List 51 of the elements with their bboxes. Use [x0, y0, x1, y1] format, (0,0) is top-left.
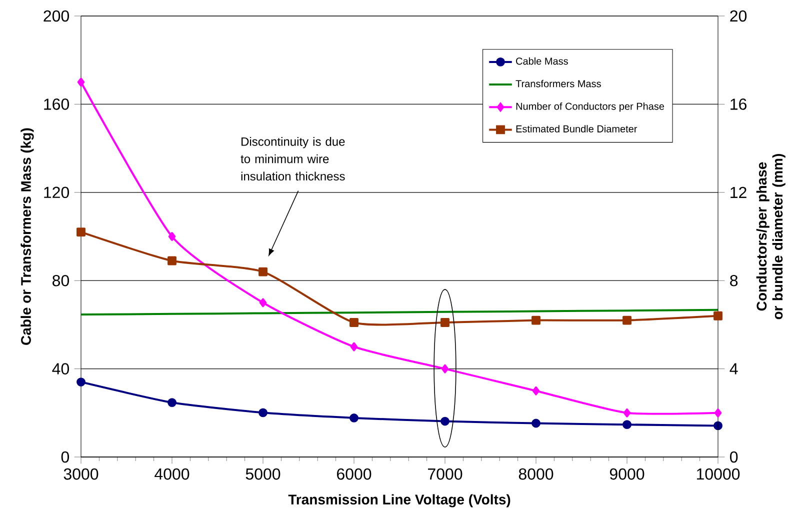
legend-label: Estimated Bundle Diameter — [516, 125, 638, 132]
x-tick-label: 9000 — [610, 468, 644, 480]
x-tick-label: 5000 — [246, 468, 280, 480]
y2-tick-label: 0 — [730, 451, 738, 463]
point — [258, 267, 268, 276]
x-tick-label: 10000 — [696, 468, 740, 480]
y2-axis-title: Conductors/per phase or bundle diameter (mm) — [756, 154, 786, 320]
y-tick-label: 80 — [52, 274, 70, 286]
legend-label: Cable Mass — [516, 57, 568, 65]
y2-tick-label: 16 — [730, 98, 746, 110]
x-axis-title: Transmission Line Voltage (Volts) — [288, 494, 510, 508]
y-tick-label: 40 — [52, 363, 70, 374]
point — [532, 386, 540, 396]
legend-label: Number of Conductors per Phase — [516, 102, 664, 112]
point — [623, 408, 631, 418]
legend-label: Transformers Mass — [516, 80, 601, 88]
point — [441, 364, 449, 374]
y-tick-label: 160 — [44, 98, 70, 110]
point — [350, 414, 358, 422]
x-tick-label: 8000 — [518, 468, 554, 480]
point — [622, 316, 632, 325]
x-tick-label: 6000 — [337, 468, 372, 480]
point — [168, 398, 176, 408]
y-tick-label: 200 — [44, 10, 70, 22]
point — [168, 232, 176, 241]
y2-tick-label: 20 — [730, 10, 747, 22]
y-tick-label: 120 — [44, 186, 70, 198]
point — [714, 408, 722, 418]
y-axis-title: Cable or Transformers Mass (kg) — [20, 128, 34, 345]
y2-tick-label: 12 — [730, 186, 746, 198]
x-tick-label: 4000 — [154, 468, 190, 480]
point — [76, 378, 86, 386]
point — [168, 256, 176, 266]
annotation: Discontinuity is due to minimum wire insulation thickness — [240, 137, 345, 181]
y2-tick-label: 8 — [730, 274, 738, 286]
point — [76, 228, 86, 237]
point — [350, 318, 358, 327]
point — [440, 416, 450, 426]
point — [532, 316, 540, 325]
x-tick-label: 3000 — [64, 468, 98, 480]
y-tick-label: 0 — [61, 451, 70, 463]
point — [258, 408, 268, 418]
point — [714, 311, 722, 320]
point — [622, 420, 632, 430]
x-tick-label: 7000 — [428, 468, 462, 480]
point — [532, 418, 540, 428]
point — [77, 78, 85, 87]
point — [259, 298, 267, 308]
point — [350, 342, 358, 352]
y2-tick-label: 4 — [730, 363, 738, 374]
point — [440, 318, 450, 327]
